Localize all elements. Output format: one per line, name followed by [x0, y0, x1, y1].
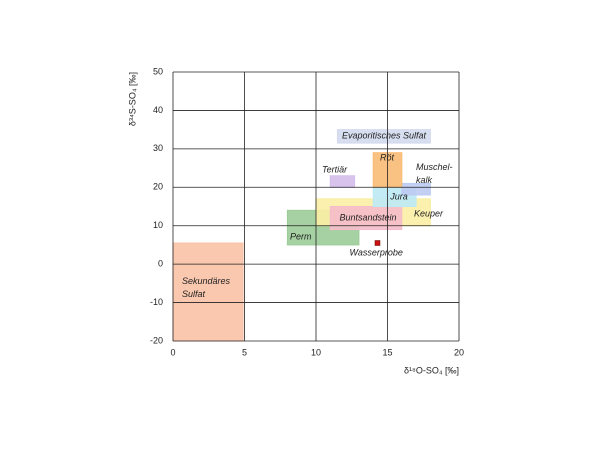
y-tick-label: 50: [153, 66, 163, 76]
x-tick-label: 5: [242, 347, 247, 357]
region-label: Buntsandstein: [339, 212, 396, 222]
x-tick-label: 20: [454, 347, 464, 357]
region-label: Tertiär: [322, 164, 348, 174]
region-label: Jura: [389, 191, 408, 201]
region: [329, 175, 356, 188]
y-axis-label: δ³⁴S-SO₄ [‰]: [127, 72, 137, 126]
region: [329, 206, 403, 231]
y-tick-label: 0: [158, 259, 163, 269]
y-tick-label: 20: [153, 182, 163, 192]
y-tick-label: 30: [153, 143, 163, 153]
region: [336, 129, 431, 144]
x-tick-label: 0: [170, 347, 175, 357]
region-label: Muschel-kalk: [416, 162, 453, 185]
region: [172, 242, 244, 342]
region-label: Perm: [290, 231, 312, 241]
y-tick-label: 40: [153, 105, 163, 115]
region-label: Röt: [380, 152, 395, 162]
x-axis-label: δ¹⁸O-SO₄ [‰]: [404, 365, 459, 375]
region-label: Sekundäres Sulfat: [182, 276, 231, 299]
sample-point: [374, 240, 381, 246]
region-label: Keuper: [414, 208, 444, 218]
point-label: Wasserprobe: [349, 247, 402, 257]
y-tick-label: -20: [150, 335, 163, 345]
region: [401, 182, 431, 196]
x-tick-label: 15: [382, 347, 392, 357]
y-tick-label: 10: [153, 220, 163, 230]
region-label: Evaporitisches Sulfat: [342, 130, 427, 140]
y-tick-label: -10: [150, 297, 163, 307]
x-tick-label: 10: [311, 347, 321, 357]
